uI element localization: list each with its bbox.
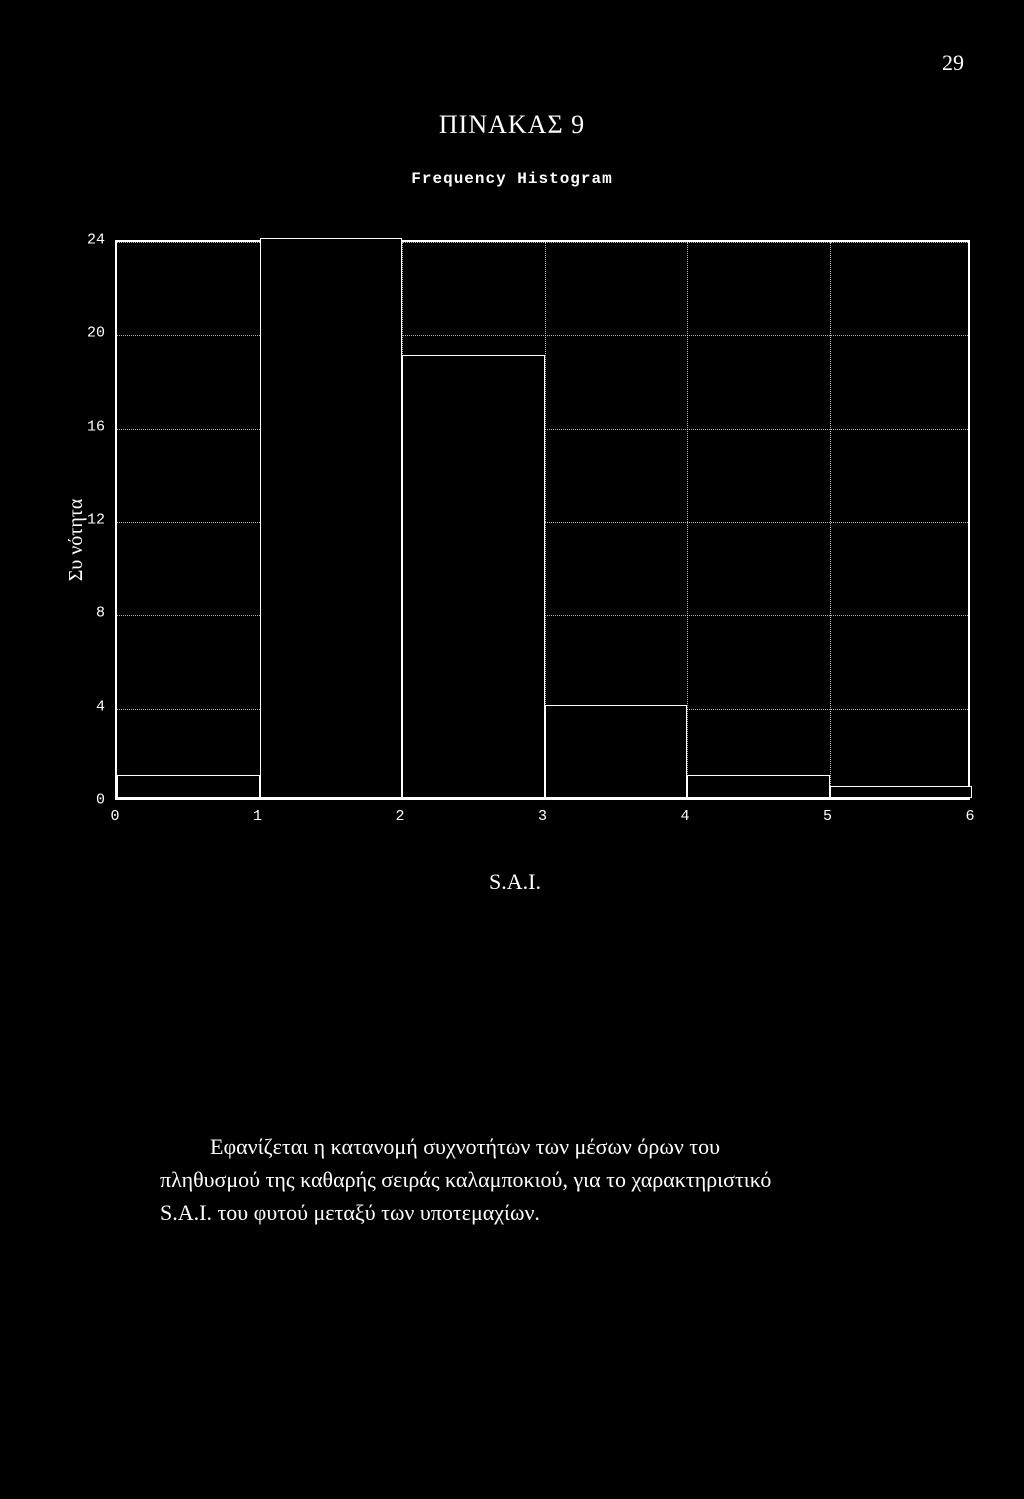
chart-container: Συ νότητα S.A.I. 048121620240123456 xyxy=(60,240,970,840)
grid-line-vertical xyxy=(830,242,831,798)
page-number: 29 xyxy=(942,50,964,76)
x-tick-label: 3 xyxy=(538,808,547,825)
histogram-bar xyxy=(117,775,260,798)
x-tick-label: 0 xyxy=(110,808,119,825)
histogram-bar xyxy=(830,786,973,798)
y-tick-label: 4 xyxy=(70,698,105,715)
histogram-bar xyxy=(260,238,403,798)
grid-line-horizontal xyxy=(117,242,968,243)
x-tick-label: 1 xyxy=(253,808,262,825)
main-title: ΠΙΝΑΚΑΣ 9 xyxy=(439,110,585,140)
caption-line-3: S.A.I. του φυτού μεταξύ των υποτεμαχίων. xyxy=(160,1196,860,1229)
caption: Εφανίζεται η κατανομή συχνοτήτων των μέσ… xyxy=(160,1130,860,1229)
x-tick-label: 4 xyxy=(680,808,689,825)
y-tick-label: 24 xyxy=(70,232,105,249)
histogram-bar xyxy=(402,355,545,798)
y-tick-label: 0 xyxy=(70,792,105,809)
y-tick-label: 20 xyxy=(70,325,105,342)
histogram-bar xyxy=(687,775,830,798)
x-tick-label: 5 xyxy=(823,808,832,825)
histogram-bar xyxy=(545,705,688,798)
grid-line-horizontal xyxy=(117,335,968,336)
x-axis-title: S.A.I. xyxy=(489,869,541,895)
y-tick-label: 12 xyxy=(70,512,105,529)
y-tick-label: 8 xyxy=(70,605,105,622)
chart-title: Frequency Histogram xyxy=(411,170,612,188)
grid-line-vertical xyxy=(687,242,688,798)
x-tick-label: 6 xyxy=(965,808,974,825)
y-tick-label: 16 xyxy=(70,418,105,435)
x-tick-label: 2 xyxy=(395,808,404,825)
caption-line-1: Εφανίζεται η κατανομή συχνοτήτων των μέσ… xyxy=(160,1130,860,1163)
caption-line-2: πληθυσμού της καθαρής σειράς καλαμποκιού… xyxy=(160,1163,860,1196)
plot-area xyxy=(115,240,970,800)
